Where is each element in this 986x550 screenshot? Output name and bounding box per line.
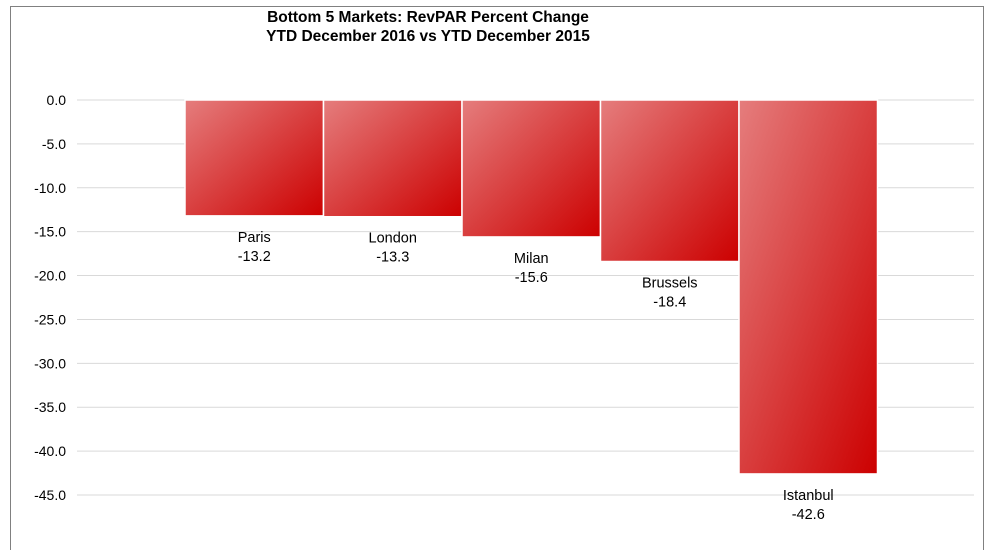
y-axis-tick-labels: 0.0 -5.0 -10.0 -15.0 -20.0 -25.0 -30.0 -35.0 -40… [34, 92, 66, 503]
bar-istanbul [738, 99, 879, 475]
chart-subtitle: YTD December 2016 vs YTD December 2015 [266, 28, 590, 45]
value-label: -18.4 [653, 295, 686, 311]
y-tick-label: -25.0 [34, 311, 66, 327]
y-tick-label: -5.0 [42, 136, 66, 152]
y-tick-label: -45.0 [34, 487, 66, 503]
y-tick-label: -30.0 [34, 355, 66, 371]
bar-paris [184, 99, 325, 217]
category-label: Milan [514, 251, 549, 267]
y-tick-label: -15.0 [34, 224, 66, 240]
bar-brussels [599, 99, 740, 263]
chart-title-line1: Bottom 5 Markets: RevPAR Percent Change [267, 9, 589, 26]
y-tick-label: -10.0 [34, 180, 66, 196]
value-label: -13.3 [376, 250, 409, 266]
category-label: Paris [238, 230, 271, 246]
y-tick-label: -40.0 [34, 443, 66, 459]
data-labels: Paris -13.2 London -13.3 Milan -15.6 Brussels -… [238, 230, 834, 523]
category-label: Brussels [642, 276, 698, 292]
bars [184, 99, 879, 475]
chart-title: Bottom 5 Markets: RevPAR Percent Change … [0, 8, 856, 46]
y-tick-label: -20.0 [34, 268, 66, 284]
category-label: London [369, 231, 417, 247]
value-label: -42.6 [792, 507, 825, 523]
value-label: -15.6 [515, 270, 548, 286]
value-label: -13.2 [238, 249, 271, 265]
category-label: Istanbul [783, 488, 834, 504]
bar-milan [461, 99, 602, 238]
bar-london [322, 99, 463, 218]
y-tick-label: -35.0 [34, 399, 66, 415]
y-tick-label: 0.0 [47, 92, 67, 108]
